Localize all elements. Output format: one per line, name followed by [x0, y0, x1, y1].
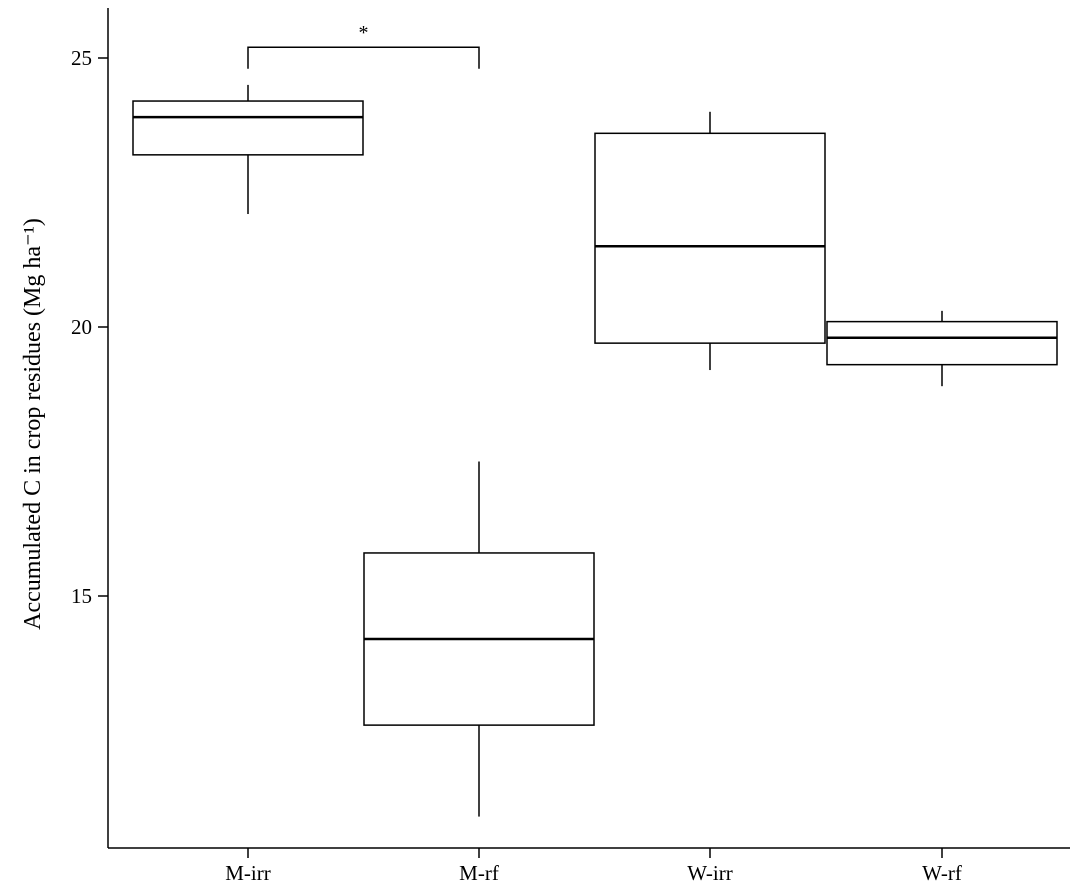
significance-label: *: [359, 22, 369, 44]
x-tick-label-m-rf: M-rf: [459, 861, 499, 885]
y-tick-label: 20: [71, 315, 92, 339]
y-axis-label: Accumulated C in crop residues (Mg ha⁻¹): [20, 218, 46, 630]
box-m-rf: [363, 461, 595, 817]
y-tick-label: 15: [71, 584, 92, 608]
box-m-irr: [132, 84, 364, 215]
x-tick-label-m-irr: M-irr: [225, 861, 271, 885]
plot-area: *: [132, 22, 1058, 817]
box-iqr: [594, 132, 826, 344]
x-tick-label-w-irr: W-irr: [687, 861, 732, 885]
significance-bracket: *: [247, 22, 480, 69]
axes: 15 20 25 M-irr M-rf W-irr W-rf: [71, 8, 1070, 885]
box-iqr: [132, 100, 364, 156]
bracket-line: [247, 46, 480, 69]
y-tick-label: 25: [71, 46, 92, 70]
box-iqr: [826, 320, 1058, 366]
x-tick-label-w-rf: W-rf: [922, 861, 962, 885]
box-w-rf: [826, 310, 1058, 387]
box-w-irr: [594, 111, 826, 371]
